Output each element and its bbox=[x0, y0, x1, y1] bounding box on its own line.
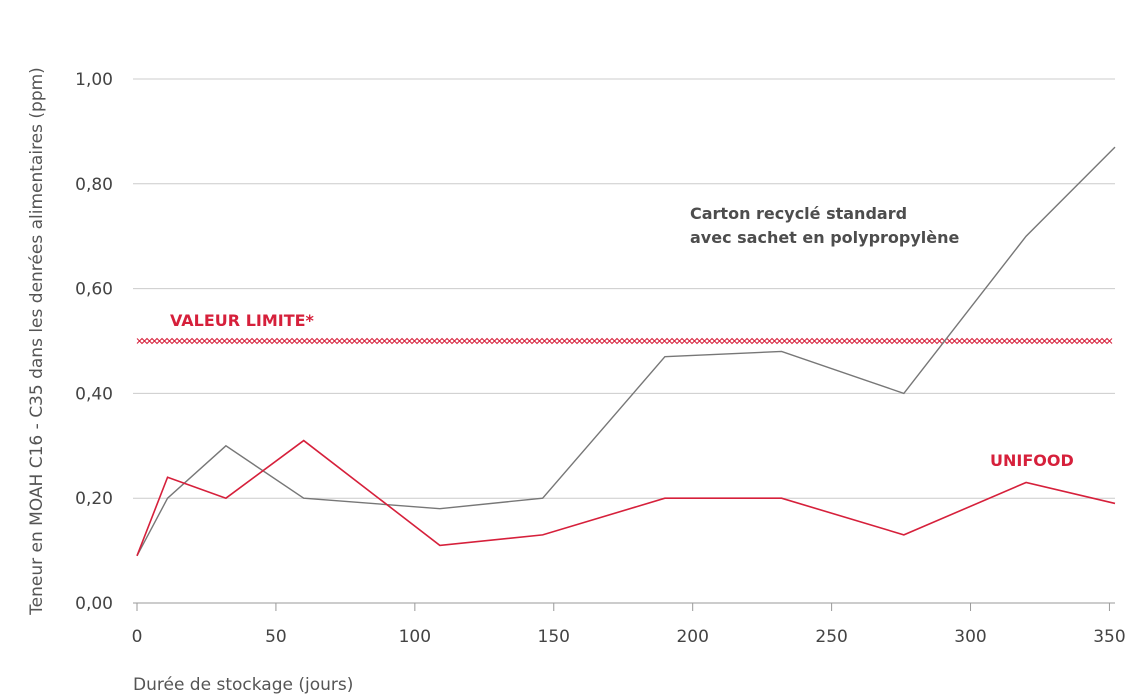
x-tick-label: 0 bbox=[132, 627, 143, 647]
x-tick-label: 250 bbox=[815, 627, 847, 647]
y-tick-label: 0,40 bbox=[75, 384, 113, 404]
y-tick-label: 0,80 bbox=[75, 175, 113, 195]
series-line-unifood bbox=[136, 439, 1116, 557]
series-lines bbox=[136, 146, 1116, 557]
x-tick-label: 100 bbox=[399, 627, 431, 647]
limit-line-lower bbox=[136, 337, 1113, 345]
y-tick-label: 0,20 bbox=[75, 489, 113, 509]
tick-labels: 0,00 0,20 0,40 0,60 0,80 1,00 0 50 100 150 200 250 3… bbox=[75, 70, 1126, 647]
y-tick-label: 0,60 bbox=[75, 280, 113, 300]
limit-line-group bbox=[136, 337, 1113, 345]
series-line-carton-recycle bbox=[136, 146, 1116, 557]
annotations: VALEUR LIMITE* Carton recyclé standard ave… bbox=[170, 204, 1074, 470]
y-tick-label: 1,00 bbox=[75, 70, 113, 90]
series-label-unifood: UNIFOOD bbox=[990, 451, 1074, 470]
x-tick-label: 300 bbox=[954, 627, 986, 647]
x-tick-label: 150 bbox=[538, 627, 570, 647]
limit-line-label: VALEUR LIMITE* bbox=[170, 311, 315, 330]
y-axis-title: Teneur en MOAH C16 - C35 dans les denrée… bbox=[27, 67, 47, 616]
x-tick-label: 50 bbox=[265, 627, 287, 647]
x-tick-label: 350 bbox=[1093, 627, 1125, 647]
gridlines bbox=[133, 78, 1115, 611]
x-axis-title: Durée de stockage (jours) bbox=[133, 675, 353, 695]
series-label-carton-recycle: Carton recyclé standard avec sachet en po… bbox=[690, 204, 960, 247]
x-tick-label: 200 bbox=[676, 627, 708, 647]
y-tick-label: 0,00 bbox=[75, 594, 113, 614]
